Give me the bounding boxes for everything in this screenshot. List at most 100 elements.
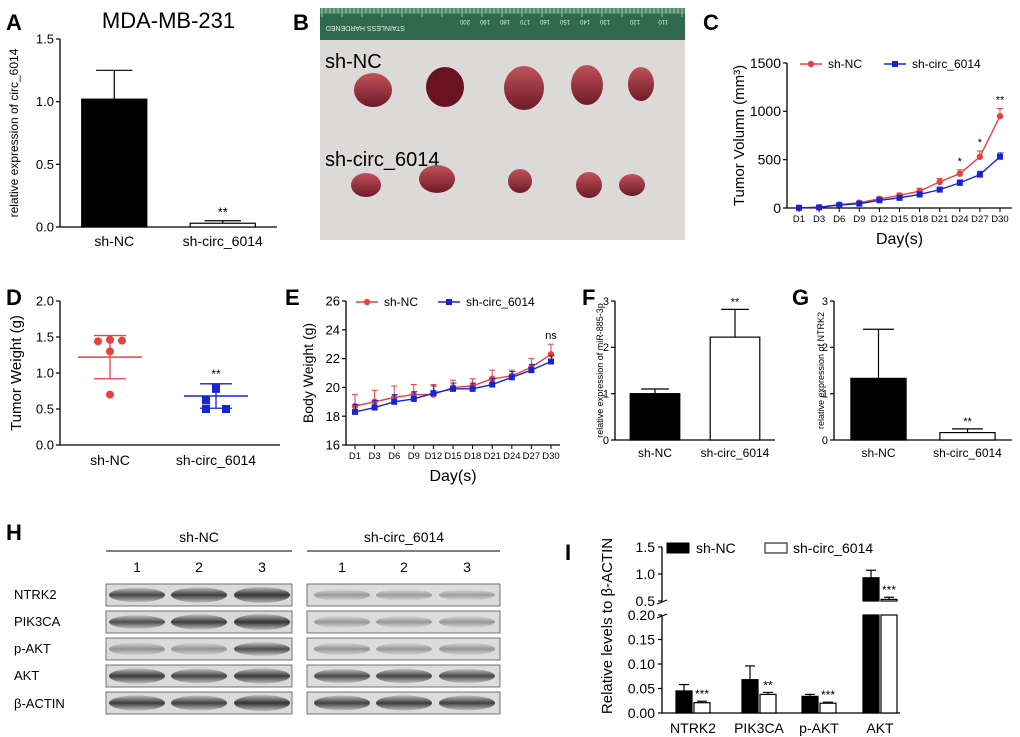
significance-marker: ** xyxy=(963,416,972,428)
legend-marker-sh-nc xyxy=(807,60,815,68)
y-tick-label: 0.5 xyxy=(636,593,656,609)
y-axis-label: Tumor Weight (g) xyxy=(8,315,25,431)
significance-marker: * xyxy=(958,156,963,168)
y-tick-label: 0 xyxy=(822,435,828,447)
y-axis-label: Relative levels to β-ACTIN xyxy=(599,538,616,714)
ruler-number: 150 xyxy=(559,18,570,24)
x-tick-label: sh-NC xyxy=(90,452,130,468)
blot-band xyxy=(234,614,290,630)
blot-band xyxy=(376,616,432,628)
chart-i-relative-levels: 0.00 0.05 0.10 0.15 0.200.5 1.0 1.5 *** NTRK2 ** P… xyxy=(599,538,900,736)
x-tick-label: NTRK2 xyxy=(670,720,716,736)
x-tick-label: D21 xyxy=(931,214,948,225)
x-axis-label: Day(s) xyxy=(429,468,476,485)
x-tick-label: D6 xyxy=(388,451,400,462)
tumor xyxy=(628,67,654,101)
chart-title: MDA-MB-231 xyxy=(102,8,235,33)
ruler-number: 170 xyxy=(519,18,530,24)
y-tick-label: 1.0 xyxy=(36,366,54,381)
legend-marker-sh-nc xyxy=(363,298,371,306)
chart-e-body-weight: 16 18 20 22 24 26 D1 D3 D6 D9 D12 D15 D18 D21 D24 D27 D3… xyxy=(300,294,560,485)
blot-band xyxy=(439,616,495,628)
y-axis-label: relative expression of NTRK2 xyxy=(816,312,826,429)
tumor xyxy=(419,165,455,193)
blot-lane-label: 2 xyxy=(195,559,203,575)
bar-sh-circ-6014 xyxy=(709,336,761,441)
blot-band xyxy=(171,642,227,656)
y-tick-label: 1.0 xyxy=(636,566,656,582)
y-tick-label: 16 xyxy=(326,438,340,453)
axis-break-mark xyxy=(656,613,668,619)
y-tick-label: 0.05 xyxy=(628,681,655,697)
blot-row-label: AKT xyxy=(14,668,39,683)
panel-letter-f: F xyxy=(582,285,595,310)
y-tick-label: 0.5 xyxy=(36,157,54,172)
x-tick-label: D3 xyxy=(369,451,381,462)
point-sh-nc xyxy=(106,390,114,399)
point-sh-circ xyxy=(222,405,230,413)
legend-label-sh-circ: sh-circ_6014 xyxy=(466,295,535,309)
blot-bands xyxy=(105,583,501,715)
blot-band xyxy=(109,695,165,711)
point-sh-circ xyxy=(856,200,863,207)
x-tick-label: D27 xyxy=(971,214,988,225)
tumors-sh-nc xyxy=(354,65,654,110)
bar-sh-circ-akt-upper xyxy=(880,598,898,602)
chart-g-ntrk2: 0 1 2 3 sh-NC sh-circ_6014 ** relative expressi… xyxy=(816,296,1012,460)
y-axis-label: relative expression of circ_6014 xyxy=(7,48,21,217)
blot-lane-label: 1 xyxy=(133,559,141,575)
y-tick-label: 0.5 xyxy=(36,402,54,417)
x-tick-label: D15 xyxy=(891,214,908,225)
x-tick-label: sh-circ_6014 xyxy=(183,233,263,249)
ruler-number: 120 xyxy=(629,18,640,24)
x-tick-label: D30 xyxy=(542,451,559,462)
blot-band xyxy=(314,695,370,711)
point-sh-nc xyxy=(106,335,114,344)
blot-band xyxy=(109,587,165,603)
tumor xyxy=(426,67,464,107)
bar-sh-nc xyxy=(629,393,681,441)
y-tick-label: 0.20 xyxy=(628,607,655,623)
point-sh-circ xyxy=(548,358,554,365)
point-sh-circ xyxy=(816,204,823,211)
blot-row-label: NTRK2 xyxy=(14,587,57,602)
ruler-number: 180 xyxy=(499,18,510,24)
point-sh-circ xyxy=(997,153,1003,160)
y-tick-label: 0.0 xyxy=(36,220,54,235)
significance-marker: * xyxy=(978,137,983,149)
tumor xyxy=(508,169,532,193)
blot-band xyxy=(234,642,290,656)
ruler-number: 200 xyxy=(459,18,470,24)
blot-row-label: β-ACTIN xyxy=(14,696,65,711)
y-axis-label: Tumor Volumn (mm³) xyxy=(731,65,748,206)
blot-band xyxy=(234,587,290,603)
ruler-numbers: 200 190 180 170 160 150 140 130 120 110 … xyxy=(326,18,668,31)
bar-sh-circ-6014 xyxy=(189,222,256,228)
blot-band xyxy=(109,668,165,684)
y-tick-label: 3 xyxy=(603,296,609,308)
legend-label-sh-nc: sh-NC xyxy=(384,295,418,309)
bar-sh-nc-p-akt xyxy=(801,695,819,714)
point-sh-nc xyxy=(956,170,963,177)
blot-lane-label: 2 xyxy=(400,559,408,575)
blot-band xyxy=(439,642,495,656)
blot-band xyxy=(439,589,495,601)
y-tick-label: 0.10 xyxy=(628,656,655,672)
point-sh-circ xyxy=(391,398,398,405)
point-sh-circ xyxy=(896,194,903,201)
ruler-number: 130 xyxy=(599,18,610,24)
x-tick-label: D1 xyxy=(349,451,361,462)
y-tick-label: 3 xyxy=(822,296,828,308)
panel-letter-b: B xyxy=(293,10,309,35)
blot-band xyxy=(171,614,227,630)
blot-band xyxy=(171,668,227,684)
point-sh-circ xyxy=(956,179,963,186)
x-tick-label: sh-NC xyxy=(94,233,134,249)
bar-sh-circ-ntrk2 xyxy=(693,702,711,714)
significance-marker: ns xyxy=(545,330,557,342)
point-sh-circ xyxy=(352,408,358,415)
legend-label-sh-circ: sh-circ_6014 xyxy=(912,57,981,71)
significance-marker: ** xyxy=(211,367,221,381)
point-sh-circ xyxy=(202,405,210,413)
